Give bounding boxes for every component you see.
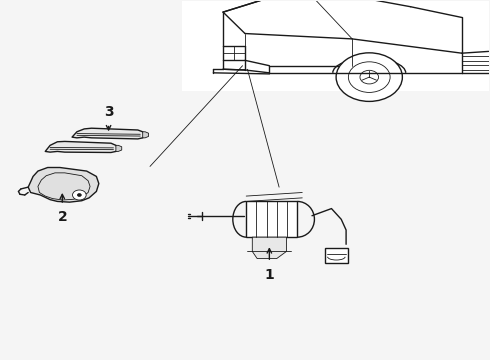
Text: 2: 2 xyxy=(57,210,67,224)
Text: 3: 3 xyxy=(104,104,113,118)
Polygon shape xyxy=(72,128,145,139)
Text: 1: 1 xyxy=(265,267,274,282)
Bar xyxy=(325,248,348,262)
Polygon shape xyxy=(116,145,122,152)
Circle shape xyxy=(73,190,86,200)
Circle shape xyxy=(77,194,81,197)
Polygon shape xyxy=(143,132,148,138)
Polygon shape xyxy=(45,141,118,153)
Bar xyxy=(246,202,297,237)
Polygon shape xyxy=(28,167,99,202)
Circle shape xyxy=(336,53,402,102)
Polygon shape xyxy=(252,237,287,258)
Bar xyxy=(182,0,489,91)
